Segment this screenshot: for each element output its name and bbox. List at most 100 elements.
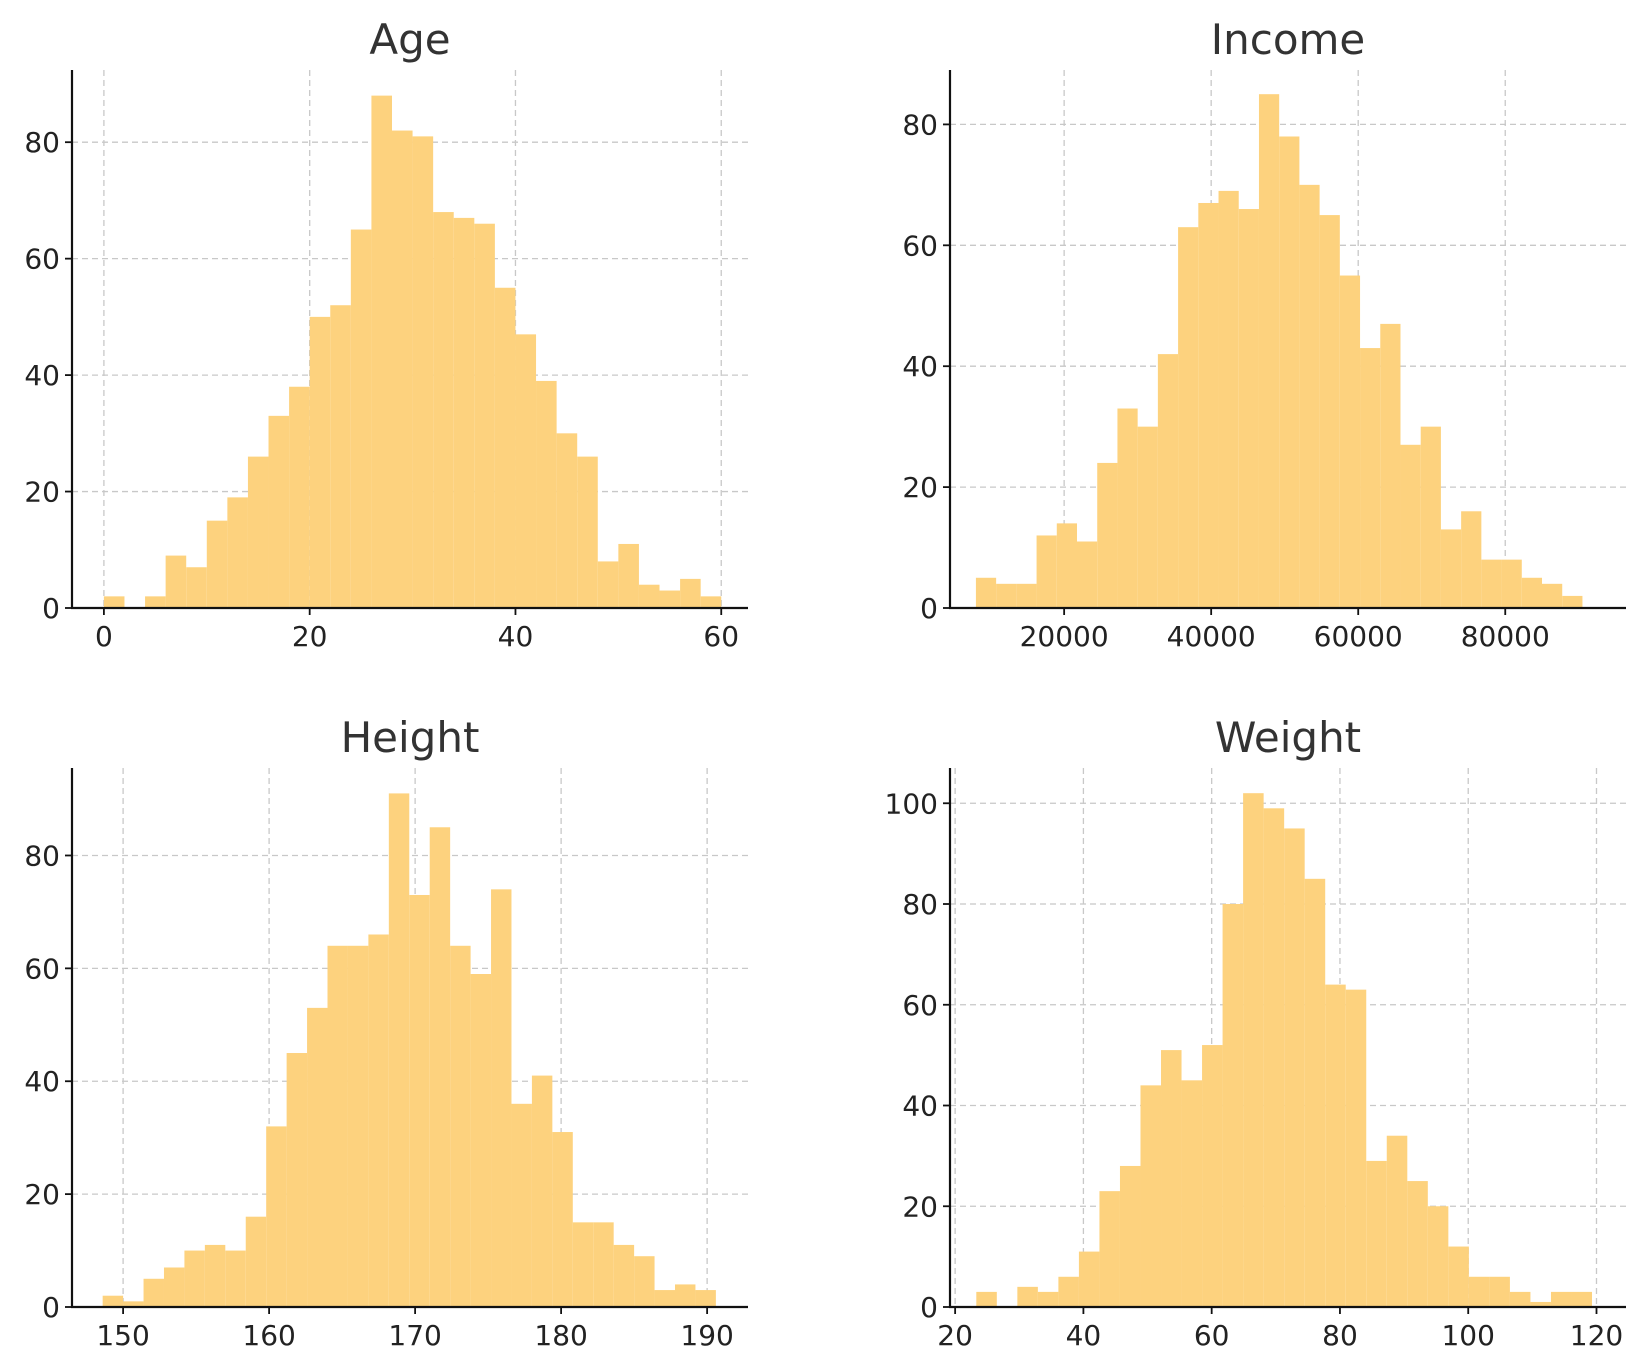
histogram-bar <box>1157 354 1179 608</box>
x-tick-label: 100 <box>1441 1319 1494 1352</box>
y-tick-label: 100 <box>885 787 938 820</box>
histogram-bar <box>638 584 660 608</box>
histogram-bar <box>412 136 434 608</box>
histogram-bar <box>1521 577 1543 608</box>
x-tick-label: 20 <box>937 1319 973 1352</box>
y-tick-label: 0 <box>920 592 938 625</box>
chart-title: Income <box>1211 15 1366 64</box>
histogram-bar <box>1360 348 1381 608</box>
histogram-bar <box>1238 209 1259 609</box>
histogram-bar <box>491 889 512 1307</box>
histogram-bar <box>536 380 557 608</box>
grid <box>72 768 748 1307</box>
histogram-bar <box>1468 1276 1490 1307</box>
histogram-bar <box>494 287 516 608</box>
y-tick-label: 40 <box>902 350 938 383</box>
histogram-bar <box>1263 808 1285 1307</box>
histogram-bar <box>1016 583 1037 608</box>
histogram-bar <box>1099 1191 1120 1307</box>
y-tick-label: 40 <box>24 359 60 392</box>
histogram-bar <box>1345 989 1367 1307</box>
x-tick-label: 60 <box>703 620 739 653</box>
histogram-bar <box>247 456 269 608</box>
histogram-bar <box>552 1132 573 1307</box>
y-tick-label: 0 <box>42 1291 60 1324</box>
histogram-bar <box>1420 426 1441 608</box>
histogram-bar <box>1058 1276 1079 1307</box>
histogram-bar <box>1325 984 1346 1307</box>
histogram-bar <box>572 1222 594 1307</box>
x-tick-label: 20000 <box>1020 620 1109 653</box>
histogram-bar <box>103 596 125 608</box>
bars <box>102 793 716 1307</box>
histogram-bar <box>1178 227 1199 609</box>
histogram-bar <box>1078 1251 1100 1307</box>
x-tick-label: 60 <box>1194 1319 1230 1352</box>
histogram-bar <box>1501 559 1522 608</box>
y-tick-label: 0 <box>42 592 60 625</box>
histogram-bar <box>1202 1045 1223 1307</box>
histogram-bar <box>1017 1286 1038 1307</box>
histogram-bar <box>309 316 331 608</box>
histogram-bar <box>1037 1291 1059 1307</box>
histogram-bar <box>453 217 475 608</box>
histogram-bar <box>1407 1181 1428 1307</box>
histogram-bar <box>1550 1291 1572 1307</box>
grid <box>72 70 748 608</box>
histogram-bar <box>976 1291 997 1307</box>
histogram-bar <box>597 561 619 608</box>
histogram-bar <box>350 229 372 608</box>
histogram-bar <box>289 386 310 608</box>
histogram-bar <box>1562 595 1583 608</box>
histogram-bar <box>330 305 351 608</box>
histogram-bar <box>634 1256 655 1307</box>
histogram-bar <box>1571 1291 1593 1307</box>
histogram-panel-income: 0 20 40 60 80 20000 40000 60000 80000 Income <box>902 15 1626 653</box>
histogram-bar <box>1137 426 1158 608</box>
x-tick-label: 0 <box>95 620 113 653</box>
grid <box>950 768 1626 1307</box>
histogram-bar <box>371 95 392 609</box>
histogram-bar <box>391 130 413 608</box>
histogram-bar <box>1140 1085 1162 1307</box>
histogram-bar <box>618 543 639 608</box>
grid <box>950 70 1626 608</box>
histogram-bar <box>659 590 681 608</box>
y-tick-label: 20 <box>24 1178 60 1211</box>
histogram-bar <box>515 334 537 608</box>
histogram-bar <box>1258 94 1280 609</box>
bars <box>975 94 1583 609</box>
histogram-bar <box>1243 793 1264 1307</box>
histogram-bar <box>184 1250 205 1307</box>
histogram-bar <box>102 1295 124 1307</box>
histogram-bar <box>556 433 578 608</box>
histogram-bar <box>433 212 454 608</box>
histogram-bar <box>143 1278 164 1307</box>
histogram-bar <box>307 1007 328 1307</box>
histogram-bar <box>163 1267 185 1307</box>
histogram-bar <box>1366 1160 1387 1307</box>
histogram-bar <box>1380 323 1401 608</box>
histogram-bar <box>286 1053 308 1307</box>
y-tick-label: 40 <box>24 1065 60 1098</box>
x-tick-label: 80 <box>1322 1319 1358 1352</box>
histogram-bar <box>1448 1246 1469 1307</box>
x-tick-label: 20 <box>292 620 328 653</box>
histogram-bar <box>1427 1206 1449 1307</box>
histogram-bar <box>1181 1080 1203 1307</box>
histogram-bar <box>511 1103 532 1307</box>
histogram-bar <box>409 894 430 1307</box>
histogram-bar <box>1530 1301 1551 1307</box>
histogram-bar <box>1056 523 1078 608</box>
histogram-bar <box>975 577 997 608</box>
histogram-bar <box>145 596 166 608</box>
chart-title: Age <box>369 15 450 64</box>
histogram-bar <box>1222 904 1244 1307</box>
x-tick-label: 40 <box>498 620 534 653</box>
histogram-bar <box>450 945 471 1307</box>
histogram-bar <box>1299 184 1320 608</box>
histogram-bar <box>593 1222 614 1307</box>
histogram-bar <box>1339 275 1361 608</box>
